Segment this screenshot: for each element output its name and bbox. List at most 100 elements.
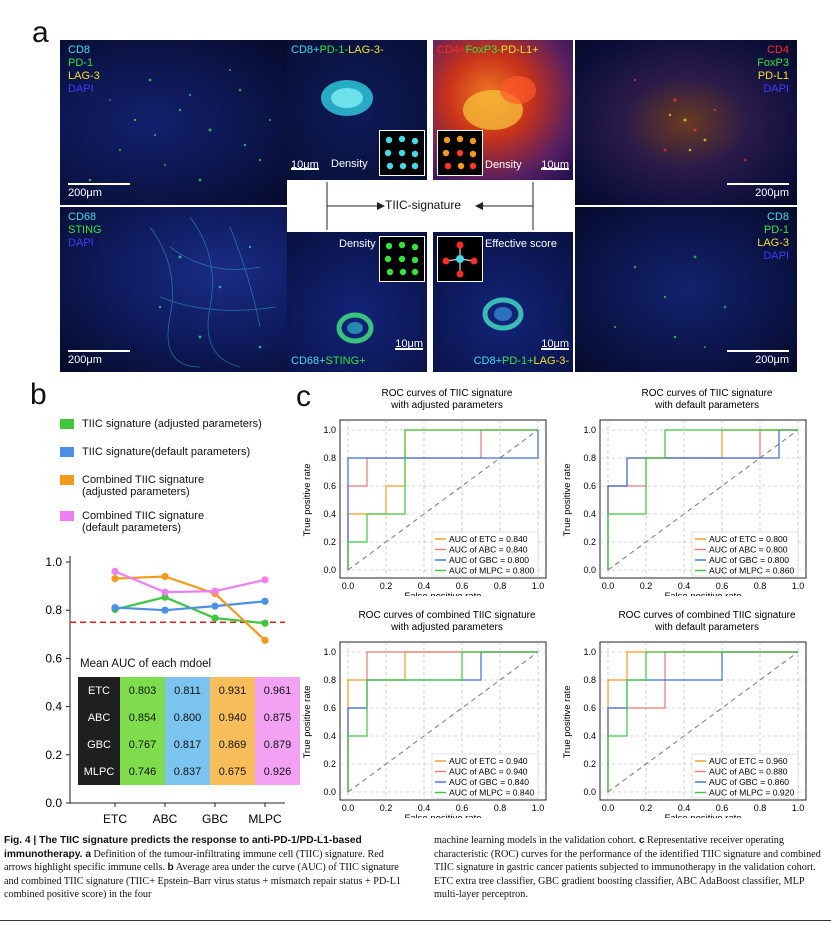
zoom-label: STING+ xyxy=(325,355,366,367)
stain-label: CD4 xyxy=(766,44,789,56)
auc-table-title: Mean AUC of each mdoel xyxy=(80,658,212,670)
density-dots xyxy=(384,135,419,170)
y-tick-label: 0.0 xyxy=(323,565,336,575)
data-point xyxy=(111,603,119,612)
cell-speckle xyxy=(633,78,747,162)
x-tick-label: 0.8 xyxy=(754,803,767,813)
chart-title: ROC curves of combined TIIC signature xyxy=(358,610,536,621)
roc-curve xyxy=(347,430,539,570)
x-tick-label: ETC xyxy=(103,812,127,826)
row-header: ETC xyxy=(78,677,120,704)
caption-right: machine learning models in the validatio… xyxy=(434,834,826,902)
scale-bar xyxy=(541,168,569,170)
cell-speckle xyxy=(613,255,727,348)
stain-label: DAPI xyxy=(68,83,94,95)
effective-score-diagram xyxy=(442,241,478,278)
chart-title: ROC curves of combined TIIC signature xyxy=(618,610,796,621)
scale-bar xyxy=(395,348,423,350)
data-point xyxy=(161,572,169,581)
legend-label: Combined TIIC signature (adjusted parame… xyxy=(82,474,205,498)
legend-label: AUC of GBC = 0.860 xyxy=(709,777,789,787)
inset-tag: Density xyxy=(331,158,368,170)
x-tick-label: 0.4 xyxy=(418,803,431,813)
x-tick-label: 0.2 xyxy=(380,581,393,591)
y-tick-label: 0.4 xyxy=(583,509,596,519)
legend-label: AUC of ETC = 0.960 xyxy=(709,756,788,766)
stain-label: FoxP3 xyxy=(757,57,789,69)
table-cell: 0.875 xyxy=(255,704,300,731)
x-tick-label: 0.0 xyxy=(602,803,615,813)
x-tick-label: ABC xyxy=(153,812,178,826)
data-point xyxy=(211,602,219,610)
legend-label: AUC of GBC = 0.800 xyxy=(449,555,529,565)
y-tick-label: 0.6 xyxy=(583,703,596,713)
table-cell: 0.879 xyxy=(255,731,300,758)
y-tick-label: 1.0 xyxy=(583,647,596,657)
inset-tag: Effective score xyxy=(485,238,557,250)
cell-blob xyxy=(321,80,373,116)
legend-swatch xyxy=(60,447,74,457)
caption-text: Average area under the curve (AUC) of TI… xyxy=(4,862,402,901)
data-point xyxy=(261,636,269,644)
zoom-label: CD8+ xyxy=(473,355,503,367)
legend-label: AUC of ETC = 0.840 xyxy=(449,534,528,544)
data-point xyxy=(161,606,169,614)
legend-box xyxy=(431,531,539,577)
stain-label: LAG-3 xyxy=(68,70,100,82)
diagonal-reference xyxy=(347,651,539,793)
data-point xyxy=(111,575,119,583)
y-axis-label: True positive rate xyxy=(562,685,573,758)
x-tick-label: 0.2 xyxy=(380,803,393,813)
zoom-label: CD8+ xyxy=(291,44,320,56)
cell-speckle xyxy=(88,69,271,182)
legend-label: TIIC signature(default parameters) xyxy=(82,446,251,458)
scale-label: 200μm xyxy=(68,354,102,366)
cell-blob xyxy=(336,312,374,344)
x-tick-label: 0.4 xyxy=(678,803,691,813)
stain-label: PD-L1 xyxy=(757,70,789,82)
stain-label: DAPI xyxy=(763,250,789,262)
y-tick-label: 0.4 xyxy=(323,509,336,519)
stain-label: STING xyxy=(68,224,102,236)
caption-text: Representative receiver operating charac… xyxy=(434,835,821,901)
table-cell: 0.854 xyxy=(120,704,165,731)
x-tick-label: 0.6 xyxy=(716,581,729,591)
bottom-rule xyxy=(0,920,831,921)
caption-bold: c xyxy=(638,835,645,846)
plot-frame xyxy=(599,641,807,801)
zoom-label: LAG-3- xyxy=(533,355,569,367)
legend-label: AUC of MLPC = 0.840 xyxy=(449,788,534,798)
table-cell: 0.926 xyxy=(255,758,300,785)
legend-swatch xyxy=(60,419,74,429)
roc-chart-combined-default: ROC curves of combined TIIC signaturewit… xyxy=(562,610,807,818)
legend-label: AUC of GBC = 0.840 xyxy=(449,777,529,787)
y-tick-label: 0.4 xyxy=(323,731,336,741)
plot-frame xyxy=(339,419,547,579)
data-point xyxy=(211,587,219,595)
y-tick-label: 0.4 xyxy=(583,731,596,741)
legend-swatch xyxy=(60,475,74,485)
y-tick-label: 0.8 xyxy=(323,675,336,685)
x-tick-label: 1.0 xyxy=(532,803,545,813)
scale-label: 10μm xyxy=(541,159,569,171)
caption-bold: b xyxy=(167,862,174,874)
legend-label: AUC of MLPC = 0.860 xyxy=(709,566,794,576)
x-axis-label: False positive rate xyxy=(664,591,741,596)
scale-label: 200μm xyxy=(755,354,789,366)
series-line xyxy=(114,575,266,642)
table-cell: 0.817 xyxy=(165,731,210,758)
legend-label: TIIC signature (adjusted parameters) xyxy=(82,418,262,430)
chart-title: with default parameters xyxy=(654,400,759,411)
density-inset-icon xyxy=(379,236,425,282)
y-tick-label: 0.2 xyxy=(583,537,596,547)
table-cell: 0.811 xyxy=(165,677,210,704)
chart-title: ROC curves of TIIC signature xyxy=(382,388,513,399)
stain-label: CD8 xyxy=(68,44,91,56)
y-tick-label: 0.8 xyxy=(583,675,596,685)
panel-b-letter: b xyxy=(30,378,47,411)
legend-item: TIIC signature (adjusted parameters) xyxy=(60,418,262,430)
y-tick-label: 1.0 xyxy=(45,555,62,569)
inset-tag: Density xyxy=(485,159,522,171)
legend-label: AUC of ETC = 0.940 xyxy=(449,756,528,766)
